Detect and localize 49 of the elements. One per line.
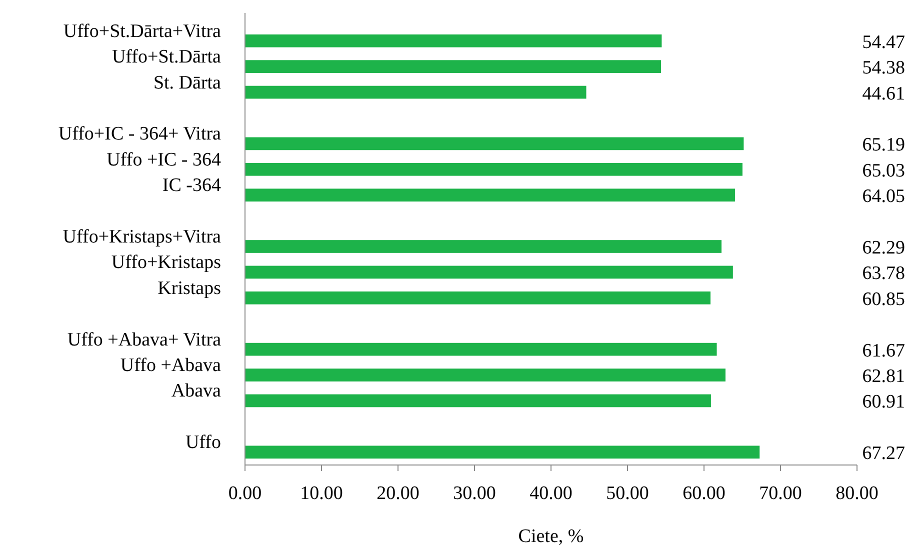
y-tick-label: Abava	[171, 380, 222, 402]
bar	[245, 368, 726, 382]
y-tick-label: Uffo +IC - 364	[106, 149, 222, 170]
bar	[245, 342, 717, 356]
x-axis-title: Ciete, %	[518, 526, 584, 547]
x-tick-label: 70.00	[759, 483, 802, 504]
bar	[245, 60, 662, 73]
bar	[245, 188, 735, 202]
x-tick-label: 50.00	[606, 483, 649, 504]
y-tick-label: Uffo +Abava+ Vitra	[67, 329, 222, 350]
data-label: 65.03	[862, 160, 905, 182]
bar	[245, 162, 742, 176]
y-tick-label: Uffo+Kristaps+Vitra	[62, 226, 222, 248]
x-tick-label: 80.00	[836, 483, 878, 504]
y-tick-label: Kristaps	[158, 278, 221, 299]
data-label: 62.81	[862, 366, 905, 388]
data-label: 65.19	[862, 134, 905, 156]
x-tick-label: 20.00	[376, 483, 420, 504]
x-tick-label: 40.00	[530, 483, 572, 504]
data-label: 61.67	[862, 340, 905, 362]
y-tick-label: Uffo	[185, 432, 221, 454]
data-label: 62.29	[862, 238, 905, 258]
y-tick-label: Uffo+St.Dārta+Vitra	[63, 20, 222, 42]
data-label: 60.91	[862, 392, 905, 413]
y-tick-label: St. Dārta	[153, 72, 222, 94]
data-label: 63.78	[862, 263, 905, 284]
x-tick-label: 60.00	[682, 483, 726, 504]
bar	[245, 34, 662, 48]
data-label: 67.27	[862, 443, 905, 464]
data-label: 54.38	[862, 58, 905, 79]
y-tick-label: Uffo+St.Dārta	[112, 46, 222, 68]
x-tick-label: 0.00	[228, 483, 262, 504]
y-tick-label: IC -364	[162, 175, 222, 196]
data-label: 54.47	[862, 32, 905, 53]
bar	[245, 394, 711, 408]
data-label: 64.05	[862, 186, 905, 208]
y-tick-label: Uffo+IC - 364+ Vitra	[58, 124, 222, 145]
data-label: 60.85	[862, 288, 905, 310]
bar	[245, 446, 760, 459]
x-tick-label: 10.00	[300, 483, 343, 504]
bar	[245, 291, 711, 304]
bar	[245, 86, 586, 99]
y-tick-label: Uffo+Kristaps	[111, 252, 221, 274]
y-tick-label: Uffo +Abava	[120, 355, 222, 376]
data-label: 44.61	[862, 83, 905, 104]
bar	[245, 240, 722, 253]
bar	[245, 137, 744, 150]
bar	[245, 266, 733, 279]
x-tick-label: 30.00	[453, 483, 496, 504]
